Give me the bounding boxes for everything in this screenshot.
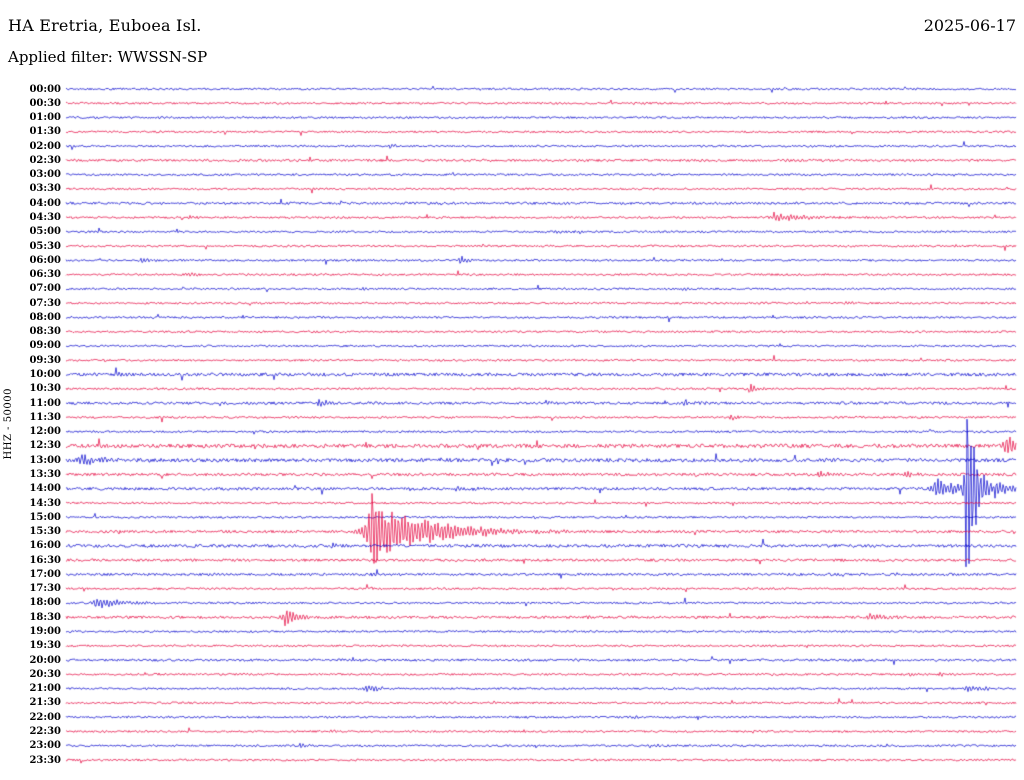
time-label: 13:30 bbox=[29, 468, 61, 480]
time-label: 14:30 bbox=[29, 497, 61, 509]
time-label: 02:00 bbox=[29, 140, 61, 152]
time-label: 00:30 bbox=[29, 97, 61, 109]
time-label: 16:00 bbox=[29, 540, 61, 552]
time-label: 00:00 bbox=[29, 83, 61, 95]
time-label: 21:00 bbox=[29, 683, 61, 695]
time-label: 11:30 bbox=[29, 411, 61, 423]
time-label: 15:00 bbox=[29, 511, 61, 523]
time-label: 22:30 bbox=[29, 725, 61, 737]
time-label: 04:00 bbox=[29, 197, 61, 209]
time-label: 12:00 bbox=[29, 426, 61, 438]
time-label: 20:00 bbox=[29, 654, 61, 666]
time-label: 02:30 bbox=[29, 154, 61, 166]
time-label: 16:30 bbox=[29, 554, 61, 566]
time-label: 14:00 bbox=[29, 483, 61, 495]
time-label: 15:30 bbox=[29, 526, 61, 538]
time-label: 08:00 bbox=[29, 311, 61, 323]
time-label: 08:30 bbox=[29, 326, 61, 338]
time-label: 12:30 bbox=[29, 440, 61, 452]
filter-label: Applied filter: WWSSN-SP bbox=[8, 48, 208, 66]
time-label: 07:30 bbox=[29, 297, 61, 309]
time-label: 03:30 bbox=[29, 183, 61, 195]
time-label: 05:30 bbox=[29, 240, 61, 252]
time-label: 03:00 bbox=[29, 169, 61, 181]
time-label: 13:00 bbox=[29, 454, 61, 466]
time-label: 05:00 bbox=[29, 226, 61, 238]
time-label: 06:30 bbox=[29, 269, 61, 281]
record-date: 2025-06-17 bbox=[923, 16, 1016, 35]
time-label: 01:00 bbox=[29, 112, 61, 124]
station-title: HA Eretria, Euboea Isl. bbox=[8, 16, 202, 35]
time-label: 23:30 bbox=[29, 754, 61, 766]
time-label: 10:00 bbox=[29, 369, 61, 381]
time-label: 11:00 bbox=[29, 397, 61, 409]
time-label: 04:30 bbox=[29, 211, 61, 223]
time-label: 19:30 bbox=[29, 640, 61, 652]
time-label: 18:30 bbox=[29, 611, 61, 623]
time-label: 06:00 bbox=[29, 254, 61, 266]
time-label: 01:30 bbox=[29, 126, 61, 138]
time-label: 09:30 bbox=[29, 354, 61, 366]
time-label: 20:30 bbox=[29, 668, 61, 680]
time-label: 18:00 bbox=[29, 597, 61, 609]
time-label: 07:00 bbox=[29, 283, 61, 295]
time-label: 22:00 bbox=[29, 711, 61, 723]
time-label: 23:00 bbox=[29, 740, 61, 752]
time-label: 17:00 bbox=[29, 568, 61, 580]
time-label: 21:30 bbox=[29, 697, 61, 709]
time-label: 10:30 bbox=[29, 383, 61, 395]
time-label: 09:00 bbox=[29, 340, 61, 352]
time-label: 17:30 bbox=[29, 583, 61, 595]
time-label: 19:00 bbox=[29, 626, 61, 637]
